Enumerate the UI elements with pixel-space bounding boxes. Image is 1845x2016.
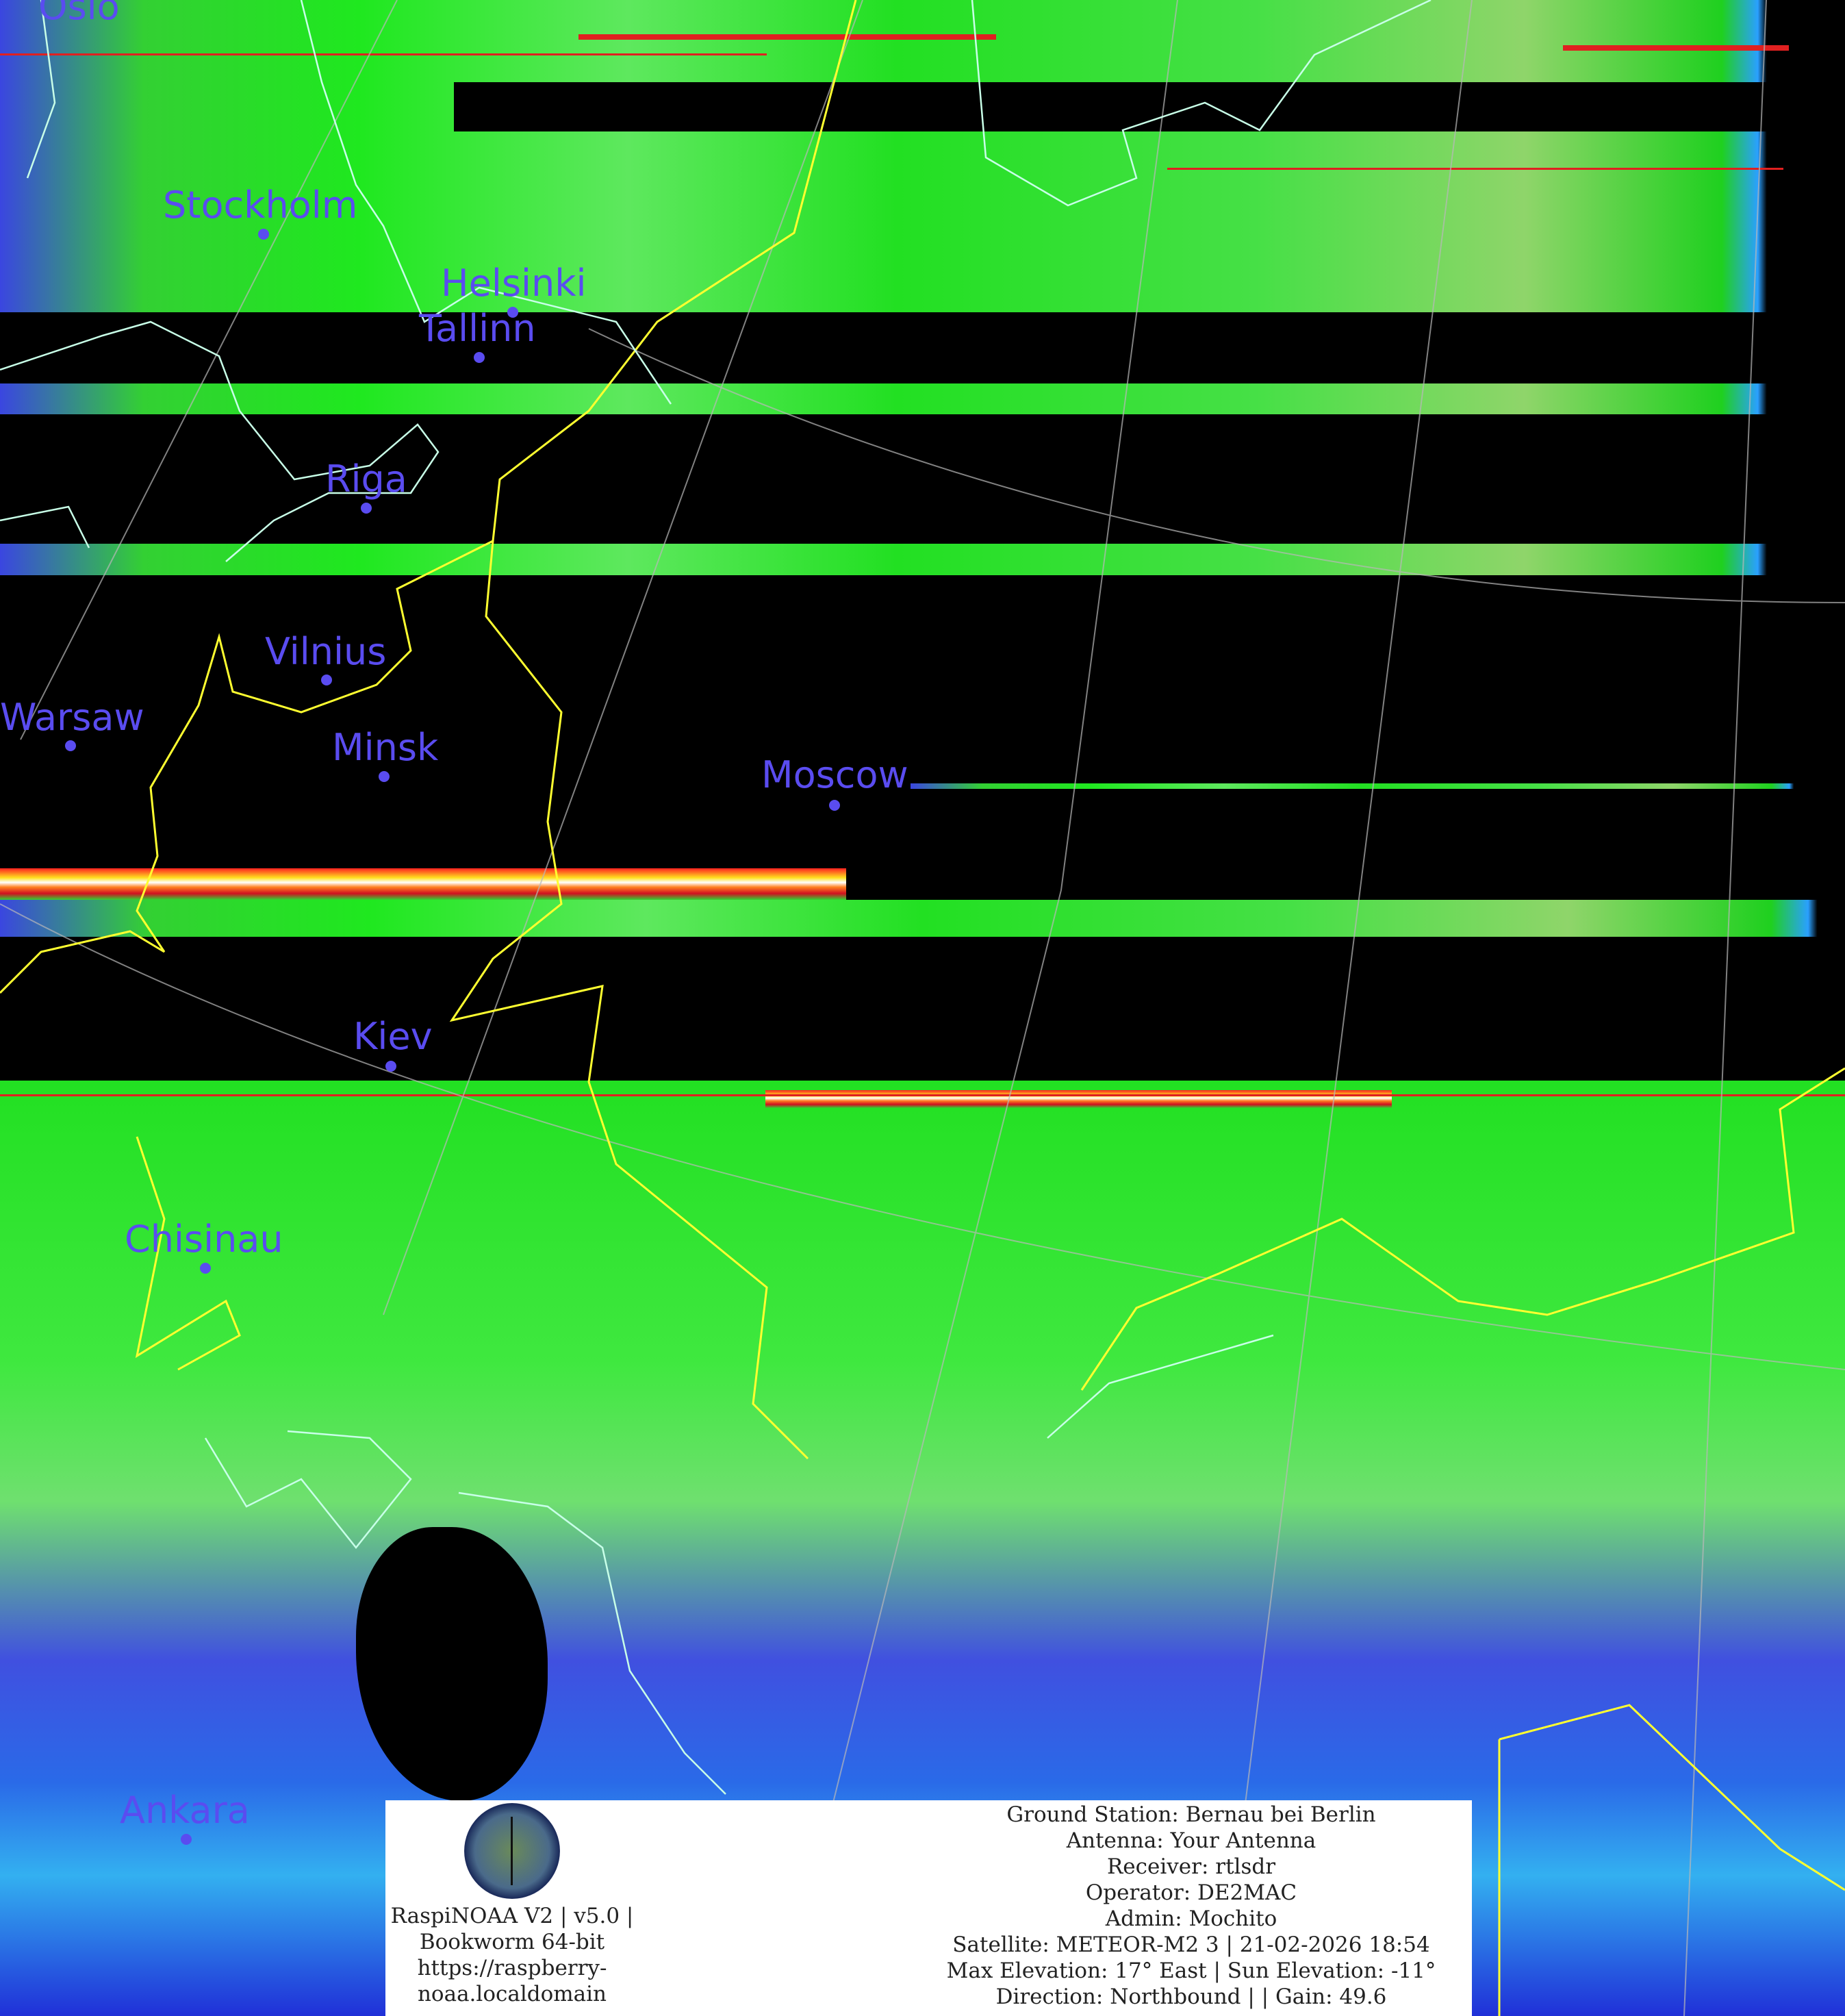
city-dot-helsinki bbox=[507, 307, 518, 318]
admin: Admin: Mochito bbox=[1105, 1906, 1277, 1931]
city-dot-tallinn bbox=[474, 352, 485, 363]
city-label-vilnius: Vilnius bbox=[265, 630, 387, 673]
city-dot-warsaw bbox=[65, 740, 76, 751]
city-dot-kiev bbox=[385, 1061, 396, 1072]
info-panel: RaspiNOAA V2 | v5.0 | Bookworm 64-bit ht… bbox=[385, 1800, 1472, 2016]
image-swath bbox=[0, 383, 1794, 414]
city-dot-moscow bbox=[829, 800, 840, 811]
city-label-moscow: Moscow bbox=[761, 753, 908, 796]
satellite: Satellite: METEOR-M2 3 | 21-02-2026 18:5… bbox=[952, 1932, 1430, 1957]
noise-stripe bbox=[0, 868, 846, 900]
caspian-sea bbox=[356, 1527, 548, 1801]
station-logo-icon bbox=[464, 1803, 560, 1899]
software-info: RaspiNOAA V2 | v5.0 | Bookworm 64-bit ht… bbox=[385, 1800, 639, 2007]
city-label-kiev: Kiev bbox=[353, 1015, 433, 1058]
city-label-ankara: Ankara bbox=[120, 1789, 250, 1832]
software-url: noaa.localdomain bbox=[417, 1982, 607, 2006]
noise-line bbox=[1167, 168, 1783, 170]
city-label-helsinki: Helsinki bbox=[441, 262, 587, 305]
city-label-minsk: Minsk bbox=[332, 726, 439, 769]
image-swath bbox=[911, 783, 1807, 789]
city-label-tallinn: Tallinn bbox=[419, 307, 536, 350]
noise-stripe bbox=[765, 1090, 1392, 1108]
operator: Operator: DE2MAC bbox=[1085, 1880, 1297, 1905]
antenna: Antenna: Your Antenna bbox=[1066, 1828, 1316, 1853]
city-label-warsaw: Warsaw bbox=[0, 696, 144, 739]
software-line: Bookworm 64-bit bbox=[419, 1930, 605, 1954]
software-line: RaspiNOAA V2 | v5.0 | bbox=[390, 1904, 634, 1928]
image-swath bbox=[0, 544, 1794, 575]
elevation: Max Elevation: 17° East | Sun Elevation:… bbox=[946, 1958, 1436, 1983]
receiver: Receiver: rtlsdr bbox=[1106, 1854, 1276, 1879]
image-swath bbox=[0, 0, 1794, 312]
direction-gain: Direction: Northbound | | Gain: 49.6 bbox=[995, 1985, 1387, 2009]
noise-line bbox=[0, 53, 767, 55]
city-dot-ankara bbox=[181, 1834, 192, 1845]
ground-station: Ground Station: Bernau bei Berlin bbox=[1006, 1802, 1376, 1827]
city-label-stockholm: Stockholm bbox=[163, 184, 358, 227]
city-dot-vilnius bbox=[321, 675, 332, 685]
noise-line bbox=[0, 1094, 1845, 1096]
image-gap bbox=[454, 82, 1768, 131]
city-dot-minsk bbox=[379, 771, 390, 782]
city-label-oslo: Oslo bbox=[38, 0, 120, 28]
noise-line bbox=[1563, 45, 1789, 51]
city-dot-riga bbox=[361, 503, 372, 514]
city-label-chisinau: Chisinau bbox=[125, 1218, 283, 1261]
software-url: https://raspberry- bbox=[417, 1956, 607, 1980]
pass-info: Ground Station: Bernau bei Berlin Antenn… bbox=[911, 1802, 1472, 2010]
city-dot-stockholm bbox=[258, 229, 269, 240]
noise-line bbox=[578, 34, 996, 40]
city-label-riga: Riga bbox=[325, 457, 407, 501]
city-dot-chisinau bbox=[200, 1263, 211, 1274]
image-swath bbox=[0, 900, 1845, 937]
